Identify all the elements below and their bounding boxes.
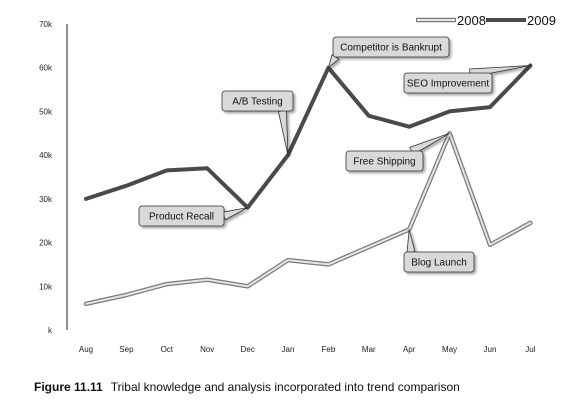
callout-box: [221, 90, 294, 112]
x-tick-label: Jul: [525, 345, 535, 354]
callout-box: [138, 205, 225, 227]
callout: [403, 65, 531, 94]
x-tick-label: Feb: [322, 345, 336, 354]
callout-box: [345, 150, 424, 172]
figure-caption: Figure 11.11 Tribal knowledge and analysi…: [34, 380, 554, 394]
callout-pointer: [406, 229, 416, 253]
callout-label: Blog Launch: [411, 258, 467, 269]
x-tick-label: May: [442, 345, 457, 354]
series-line-2008-inner: [85, 132, 532, 305]
callout-box: [332, 36, 450, 58]
x-tick-label: Jun: [484, 345, 497, 354]
x-tick-label: Apr: [403, 345, 416, 354]
caption-text: Tribal knowledge and analysis incorporat…: [110, 380, 460, 394]
callout-label: Free Shipping: [353, 157, 415, 168]
y-tick-label: 50k: [39, 107, 53, 116]
callout-box: [403, 72, 493, 94]
callout-label: SEO Improvement: [407, 79, 489, 90]
x-tick-label: Aug: [79, 345, 93, 354]
y-tick-label: 20k: [39, 239, 53, 248]
callout-box: [403, 251, 475, 273]
y-tick-label: k: [48, 326, 53, 335]
y-tick-label: 70k: [39, 20, 53, 29]
legend-label-2008: 2008: [457, 13, 486, 28]
callout: [327, 36, 450, 69]
figure-label: Figure 11.11: [34, 380, 103, 394]
callout-label: A/B Testing: [232, 97, 282, 108]
callout: [221, 90, 294, 156]
x-tick-label: Sep: [119, 345, 134, 354]
x-tick-label: Jan: [282, 345, 295, 354]
x-tick-label: Mar: [362, 345, 376, 354]
y-tick-label: 40k: [39, 151, 53, 160]
x-tick-label: Oct: [161, 345, 174, 354]
y-tick-label: 30k: [39, 195, 53, 204]
callout: [345, 132, 450, 172]
x-tick-label: Nov: [200, 345, 214, 354]
series-line-2009: [84, 63, 533, 210]
callout-pointer: [277, 110, 289, 156]
callout-label: Competitor is Bankrupt: [340, 43, 442, 54]
callout-label: Product Recall: [149, 212, 214, 223]
callout: [138, 205, 248, 227]
callout: [403, 229, 475, 273]
y-tick-label: 60k: [39, 64, 53, 73]
legend-label-2009: 2009: [527, 13, 556, 28]
callout-pointer: [222, 207, 248, 221]
line-chart: k 10k 20k 30k 40k 50k 60k 70k Aug Sep Oct Nov Dec Ja…: [39, 13, 556, 354]
y-tick-label: 10k: [39, 282, 53, 291]
x-tick-label: Dec: [240, 345, 254, 354]
